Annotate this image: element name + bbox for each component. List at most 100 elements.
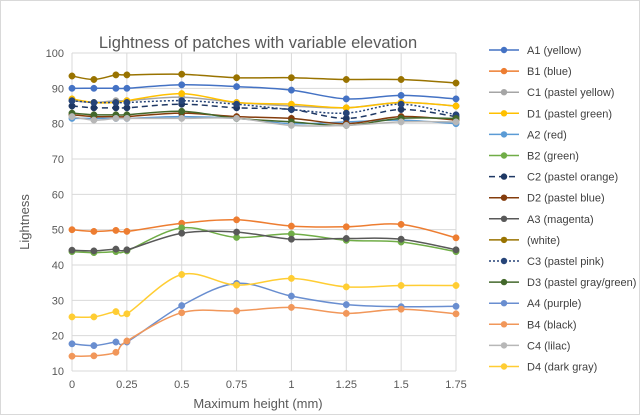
data-point — [452, 234, 460, 242]
y-tick-label: 100 — [46, 48, 64, 60]
series-8 — [68, 228, 460, 255]
legend: A1 (yellow) B1 (blue) C1 (pastel yellow) D1… — [489, 45, 636, 374]
series-line — [71, 218, 457, 239]
data-point — [287, 222, 295, 230]
data-point — [112, 99, 120, 106]
data-point — [90, 352, 98, 360]
legend-marker — [500, 89, 508, 96]
data-point — [233, 100, 241, 108]
series-14 — [68, 113, 460, 129]
data-point — [112, 348, 120, 356]
data-point — [68, 113, 76, 121]
legend-item: A1 (yellow) — [489, 45, 581, 57]
data-point — [233, 281, 241, 289]
data-point — [123, 114, 131, 122]
data-point — [397, 220, 405, 228]
legend-item: B1 (blue) — [489, 66, 572, 78]
data-point — [342, 121, 350, 129]
legend-marker — [500, 321, 508, 328]
legend-label: C4 (lilac) — [527, 340, 570, 352]
data-point — [123, 310, 131, 318]
x-tick-label: 1.25 — [336, 379, 357, 391]
data-point — [90, 84, 98, 92]
series-line — [71, 103, 457, 120]
data-point — [287, 86, 295, 94]
legend-marker — [500, 46, 508, 54]
legend-item: A3 (magenta) — [489, 214, 594, 226]
data-point — [452, 310, 460, 318]
data-point — [233, 74, 241, 82]
data-point — [452, 79, 460, 87]
legend-marker — [500, 194, 508, 201]
data-point — [233, 216, 241, 224]
legend-label: B2 (green) — [527, 151, 579, 163]
legend-label: B4 (black) — [527, 319, 577, 331]
x-axis-label: Maximum height (mm) — [193, 396, 322, 411]
legend-item: D4 (dark gray) — [489, 362, 597, 374]
data-point — [342, 301, 350, 309]
legend-marker — [500, 131, 508, 138]
data-point — [342, 95, 350, 103]
legend-item: C1 (pastel yellow) — [489, 87, 614, 99]
legend-label: D2 (pastel blue) — [527, 193, 605, 205]
data-point — [233, 307, 241, 315]
data-point — [342, 309, 350, 317]
legend-label: A1 (yellow) — [527, 45, 581, 57]
data-point — [178, 90, 186, 98]
data-point — [112, 226, 120, 234]
legend-item: D3 (pastel gray/green) — [489, 277, 636, 289]
data-point — [112, 84, 120, 92]
data-point — [90, 76, 98, 83]
data-point — [178, 229, 186, 237]
series-line — [71, 282, 457, 347]
legend-label: C1 (pastel yellow) — [527, 87, 614, 99]
data-point — [90, 342, 98, 350]
data-point — [342, 76, 350, 83]
data-point — [233, 114, 241, 122]
data-point — [178, 81, 186, 89]
data-point — [287, 292, 295, 300]
data-point — [287, 74, 295, 82]
legend-marker — [500, 152, 508, 159]
chart-title: Lightness of patches with variable eleva… — [99, 34, 417, 52]
x-tick-label: 1.75 — [445, 379, 466, 391]
legend-item: B2 (green) — [489, 151, 579, 163]
legend-label: A4 (purple) — [527, 298, 581, 310]
legend-item: A2 (red) — [489, 129, 567, 141]
legend-label: B1 (blue) — [527, 66, 572, 78]
data-point — [123, 84, 131, 92]
data-point — [68, 72, 76, 80]
data-point — [397, 282, 405, 289]
legend-marker — [500, 215, 508, 222]
y-tick-label: 40 — [52, 260, 64, 272]
series-15 — [68, 271, 460, 321]
data-point — [233, 83, 241, 91]
data-point — [68, 97, 76, 105]
series-line — [71, 73, 457, 84]
x-tick-label: 1.5 — [393, 379, 408, 391]
legend-item: B4 (black) — [489, 319, 577, 331]
legend-label: (white) — [527, 235, 560, 247]
legend-item: (white) — [489, 235, 560, 247]
x-tick-label: 0.75 — [226, 379, 247, 391]
data-point — [287, 274, 295, 282]
data-point — [68, 340, 76, 348]
data-point — [123, 337, 131, 345]
series-1 — [68, 216, 460, 242]
data-point — [112, 308, 120, 316]
y-tick-label: 10 — [52, 366, 64, 378]
series-line — [71, 110, 457, 127]
legend-item: A4 (purple) — [489, 298, 581, 310]
data-point — [178, 114, 186, 122]
legend-marker — [500, 300, 508, 307]
data-point — [178, 70, 186, 78]
data-point — [178, 302, 186, 310]
data-point — [452, 118, 460, 126]
data-point — [112, 338, 120, 346]
legend-marker — [500, 110, 508, 117]
series-13 — [68, 303, 460, 360]
data-point — [397, 76, 405, 83]
legend-item: D2 (pastel blue) — [489, 193, 605, 205]
data-point — [123, 227, 131, 235]
